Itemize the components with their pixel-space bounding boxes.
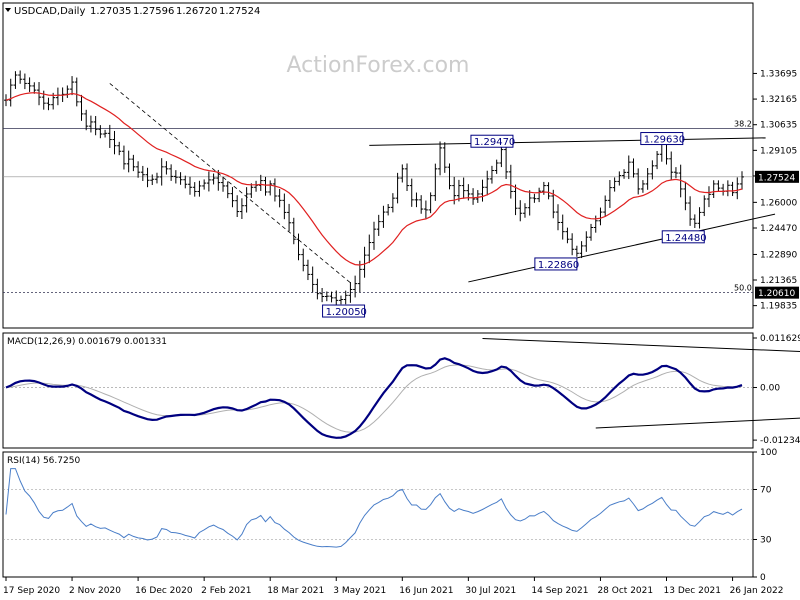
price-level-annotation: 1.29470 (470, 134, 515, 148)
x-axis-label: 3 May 2021 (333, 586, 386, 596)
rsi-y-axis: 100 70 30 0 (753, 448, 777, 583)
macd-trendlines (482, 338, 800, 429)
price-trendlines (109, 83, 776, 284)
macd-axis-label: 0.011629 (760, 334, 800, 344)
ohlc-close: 1.27524 (219, 6, 260, 17)
current-price-box: 1.27524 (755, 170, 799, 183)
annotation-label: 1.20050 (326, 307, 367, 318)
annotation-label: 1.29470 (474, 137, 515, 148)
trendline (468, 213, 776, 283)
annotation-box (322, 304, 366, 318)
x-axis: 17 Sep 2020 2 Nov 2020 16 Dec 2020 2 Feb 20… (3, 577, 784, 596)
price-fib-lines: 38.2 50.0 (3, 120, 753, 294)
annotation-box (534, 257, 578, 271)
macd-trendline (595, 417, 800, 429)
price-axis-label: 1.32165 (760, 95, 797, 105)
x-axis-label: 14 Sep 2021 (531, 586, 588, 596)
price-axis-label: 1.19835 (760, 302, 797, 312)
x-axis-label: 2 Feb 2021 (201, 586, 251, 596)
rsi-title: RSI(14) 56.7250 (7, 456, 80, 466)
dashed-trendline (109, 83, 351, 284)
current-price-value: 1.27524 (758, 173, 795, 183)
price-axis-label: 1.29105 (760, 146, 797, 156)
trendline (369, 137, 766, 146)
price-axis-label: 1.33695 (760, 69, 797, 79)
annotation-label: 1.24480 (665, 233, 706, 244)
fib-price-value: 1.20610 (758, 289, 795, 299)
price-bars (4, 70, 744, 308)
price-panel: ActionForex.com 38.250.0 1.29470 1.296301… (2, 2, 799, 329)
price-level-annotation: 1.20050 (322, 304, 367, 318)
macd-line (5, 357, 743, 439)
x-axis-label: 26 Jan 2022 (730, 586, 784, 596)
price-axis-label: 1.22890 (760, 250, 797, 260)
x-axis-label: 2 Nov 2020 (69, 586, 121, 596)
current-price-box-bg (755, 170, 799, 183)
macd-signal-line (5, 364, 743, 433)
annotation-box (470, 134, 514, 148)
x-axis-label: 13 Dec 2021 (664, 586, 722, 596)
price-axis-label: 1.26000 (760, 198, 797, 208)
rsi-levels (3, 489, 753, 540)
x-axis-label: 30 Jul 2021 (465, 586, 516, 596)
x-axis-label: 16 Dec 2020 (135, 586, 193, 596)
ohlc-low: 1.26720 (176, 6, 217, 17)
x-axis-label: 28 Oct 2021 (597, 586, 653, 596)
macd-panel: MACD(12,26,9) 0.001679 0.001331 0.011629… (2, 332, 800, 449)
watermark: ActionForex.com (287, 53, 470, 78)
rsi-axis-label: 0 (760, 573, 766, 583)
ohlc-high: 1.27596 (133, 6, 174, 17)
annotation-label: 1.22860 (538, 260, 579, 271)
price-level-annotation: 1.29630 (640, 132, 685, 146)
rsi-panel: RSI(14) 56.7250 100 70 30 0 (2, 448, 777, 583)
dropdown-triangle-icon[interactable] (5, 8, 11, 12)
price-axis-label: 1.24470 (760, 224, 797, 234)
annotation-box (640, 132, 684, 146)
x-axis-label: 17 Sep 2020 (3, 586, 60, 596)
x-axis-label: 18 Mar 2021 (267, 586, 324, 596)
price-axis-label: 1.30635 (760, 121, 797, 131)
fib-price-box: 1.20610 (755, 286, 799, 299)
macd-axis-label: -0.012348 (760, 436, 800, 446)
price-level-annotation: 1.22860 (534, 257, 579, 271)
symbol-title: USDCAD,Daily (14, 6, 85, 17)
price-level-annotation: 1.24480 (661, 230, 707, 244)
fib-label: 50.0 (734, 284, 752, 293)
rsi-axis-label: 100 (760, 448, 777, 458)
rsi-axis-label: 30 (760, 536, 772, 546)
fib-price-box-bg (755, 286, 799, 299)
price-panel-frame (2, 2, 754, 329)
rsi-line (5, 468, 743, 548)
fib-label: 38.2 (734, 120, 752, 129)
x-axis-label: 16 Jun 2021 (399, 586, 453, 596)
rsi-panel-frame (2, 451, 754, 578)
macd-y-axis: 0.011629 0.00 -0.012348 (753, 334, 800, 446)
price-annotations: 1.29470 1.29630 1.22860 1.24480 1.20050 (322, 132, 707, 318)
macd-axis-label: 0.00 (760, 384, 780, 394)
macd-panel-frame (2, 332, 754, 449)
annotation-label: 1.29630 (644, 135, 685, 146)
moving-average-line (5, 92, 743, 266)
price-y-axis: 1.336951.321651.306351.291051.275751.260… (753, 69, 799, 312)
price-header: USDCAD,Daily 1.27035 1.27596 1.26720 1.2… (5, 6, 260, 17)
macd-trendline (482, 338, 800, 352)
ohlc-open: 1.27035 (90, 6, 131, 17)
macd-title: MACD(12,26,9) 0.001679 0.001331 (7, 337, 167, 347)
annotation-box (661, 230, 705, 244)
rsi-axis-label: 70 (760, 486, 772, 496)
price-axis-label: 1.21365 (760, 276, 797, 286)
